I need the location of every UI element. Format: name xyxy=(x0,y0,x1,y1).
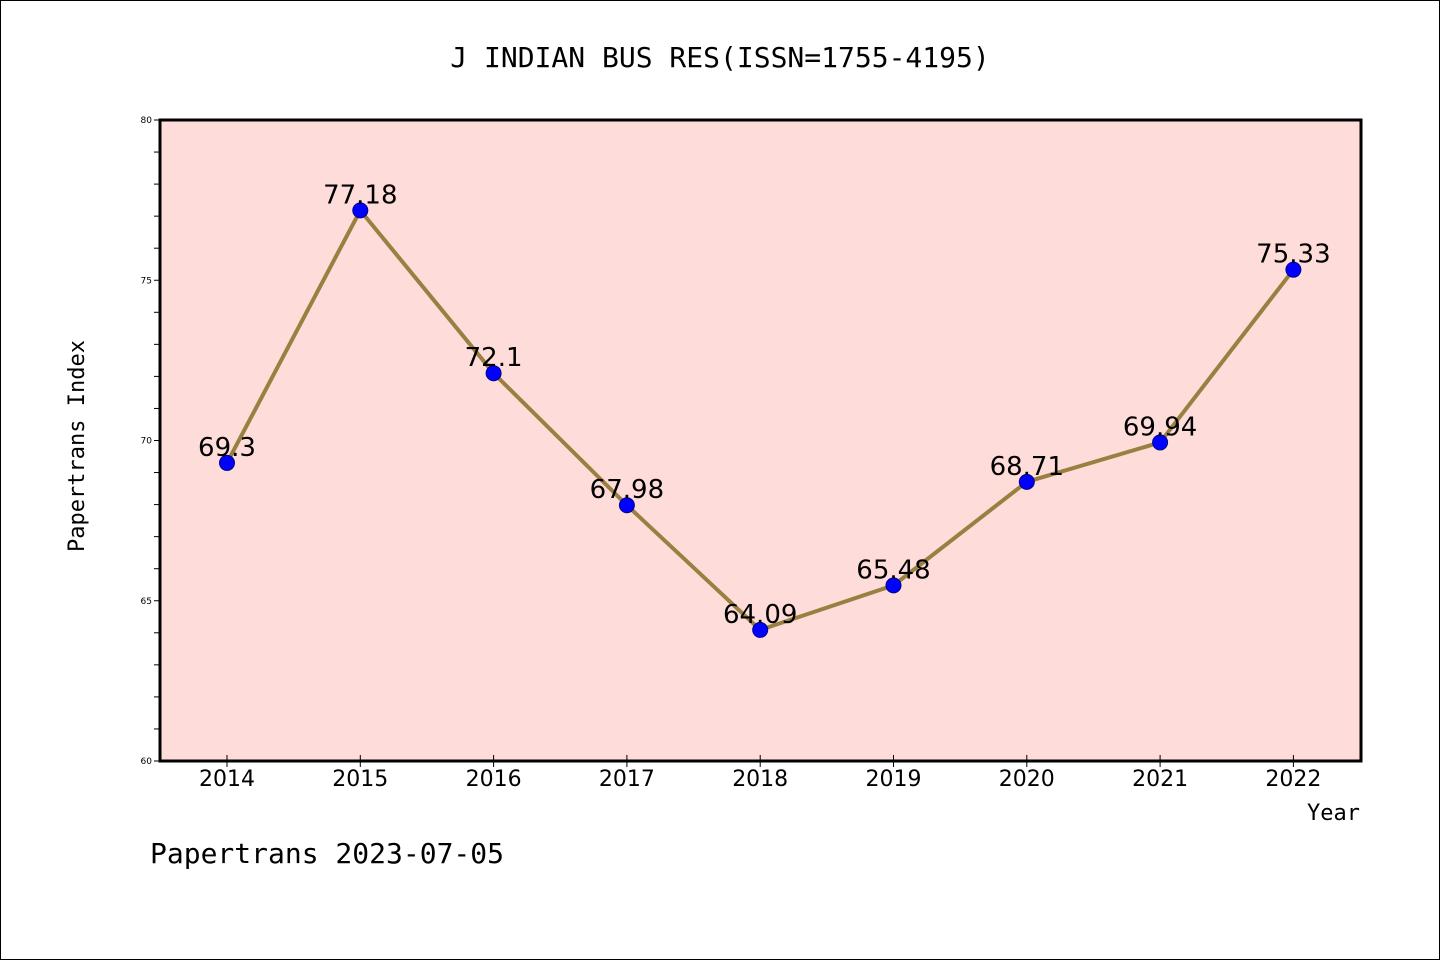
x-tick-label: 2018 xyxy=(732,767,788,792)
y-tick-label: 65 xyxy=(141,597,152,607)
x-tick-label: 2021 xyxy=(1132,767,1188,792)
data-label: 65.48 xyxy=(856,555,930,585)
y-tick-label: 75 xyxy=(141,276,152,286)
x-tick-label: 2017 xyxy=(599,767,655,792)
data-label: 72.1 xyxy=(465,343,523,373)
data-label: 64.09 xyxy=(723,600,797,630)
data-label: 77.18 xyxy=(323,180,397,210)
data-point xyxy=(1152,434,1169,451)
data-point xyxy=(219,454,235,471)
data-label: 67.98 xyxy=(590,475,664,505)
x-tick-label: 2022 xyxy=(1265,767,1321,792)
data-label: 68.71 xyxy=(990,452,1064,482)
data-point xyxy=(618,497,635,514)
data-point xyxy=(1018,473,1035,490)
data-point xyxy=(752,621,769,638)
data-point xyxy=(885,577,902,594)
x-tick-label: 2015 xyxy=(332,767,388,792)
y-tick-label: 80 xyxy=(141,116,153,126)
x-axis: 2014 2015 2016 2017 2018 2019 2020 2021 2022 xyxy=(199,755,1321,792)
x-tick-label: 2019 xyxy=(866,767,922,792)
data-label: 69.3 xyxy=(198,433,256,463)
series-group: 69.3 77.18 72.1 67.98 64.09 65.48 68.71 69.94 75… xyxy=(198,180,1331,638)
data-point xyxy=(352,202,369,219)
x-tick-label: 2014 xyxy=(199,767,255,792)
footer-text: Papertrans 2023-07-05 xyxy=(150,837,504,870)
chart-title: J INDIAN BUS RES(ISSN=1755-4195) xyxy=(450,41,989,74)
y-axis-label: Papertrans Index xyxy=(65,340,90,552)
y-axis: 60 65 70 75 80 xyxy=(141,116,160,767)
x-axis-label: Year xyxy=(1307,801,1360,826)
y-tick-label: 70 xyxy=(141,437,153,447)
data-label: 75.33 xyxy=(1256,240,1330,270)
x-tick-label: 2020 xyxy=(999,767,1055,792)
plot-border xyxy=(158,118,1363,763)
y-tick-label: 60 xyxy=(141,757,153,767)
x-tick-label: 2016 xyxy=(466,767,522,792)
data-label: 69.94 xyxy=(1123,412,1197,442)
data-point xyxy=(1285,261,1302,278)
data-point xyxy=(485,365,502,382)
